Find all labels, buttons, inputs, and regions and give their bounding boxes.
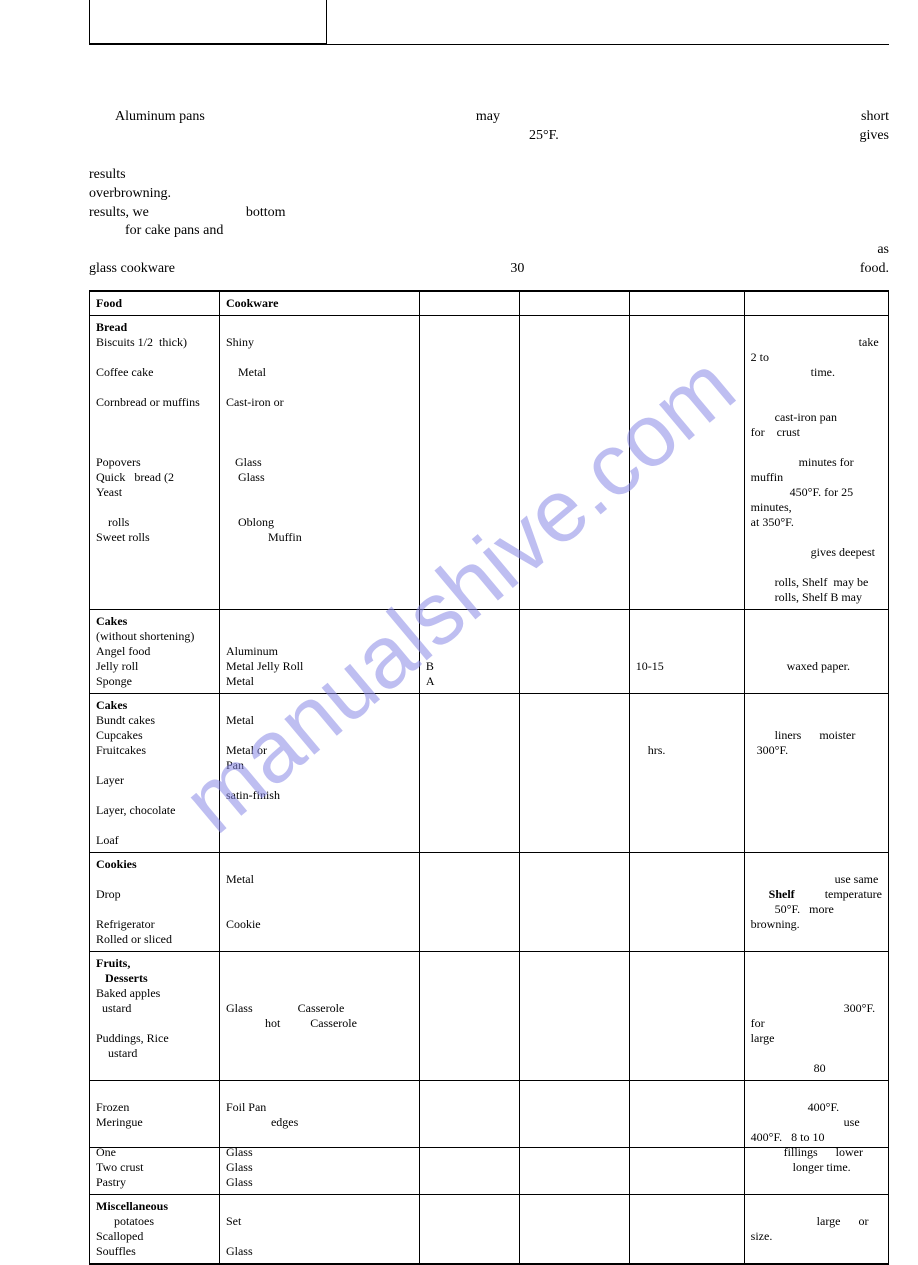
cell-c5: [629, 1195, 744, 1265]
cell-notes: liners moister 300°F.: [744, 694, 888, 853]
col-cookware: Cookware: [219, 291, 419, 316]
intro-frag: food.: [860, 260, 889, 279]
table-row: CookiesDropRefrigeratorRolled or slicedM…: [90, 853, 889, 952]
table-row: Miscellaneous potatoesScallopedSoufflesS…: [90, 1195, 889, 1265]
cell-cook: Shiny MetalCast-iron or Glass Glass Oblo…: [219, 316, 419, 610]
page: manualshive.com Aluminum pans may short …: [0, 0, 918, 1188]
col-4: [519, 291, 629, 316]
cell-c4: [519, 853, 629, 952]
table-row: BreadBiscuits 1/2 thick)Coffee cakeCornb…: [90, 316, 889, 610]
table-row: FrozenMeringueOneTwo crustPastryFoil Pan…: [90, 1081, 889, 1195]
intro-frag: 30: [510, 260, 524, 279]
cell-notes: 400°F. use400°F. 8 to 10 fillings lower …: [744, 1081, 888, 1195]
cell-c4: [519, 1081, 629, 1195]
cell-cook: MetalCookie: [219, 853, 419, 952]
cell-notes: waxed paper.: [744, 610, 888, 694]
table-row: Cakes(without shortening)Angel foodJelly…: [90, 610, 889, 694]
cell-c5: [629, 316, 744, 610]
cell-notes: large orsize.: [744, 1195, 888, 1265]
cell-food: FrozenMeringueOneTwo crustPastry: [90, 1081, 220, 1195]
baking-table: Food Cookware BreadBiscuits 1/2 thick)Co…: [89, 290, 889, 1265]
cell-c3: [419, 853, 519, 952]
cell-c3: BA: [419, 610, 519, 694]
intro-frag: overbrowning.: [89, 186, 171, 201]
cell-food: Fruits, DessertsBaked apples ustardPuddi…: [90, 952, 220, 1081]
cell-cook: MetalMetal orPansatin-finish: [219, 694, 419, 853]
cell-food: CookiesDropRefrigeratorRolled or sliced: [90, 853, 220, 952]
intro-frag: results, we: [89, 205, 149, 220]
intro-frag: results: [89, 167, 126, 182]
col-3: [419, 291, 519, 316]
intro-frag: as: [877, 241, 889, 260]
cell-c3: [419, 1195, 519, 1265]
cell-c5: [629, 1081, 744, 1195]
cell-c4: [519, 610, 629, 694]
col-5: [629, 291, 744, 316]
intro-frag: short: [861, 108, 889, 127]
cell-food: Miscellaneous potatoesScallopedSouffles: [90, 1195, 220, 1265]
cell-c4: [519, 694, 629, 853]
intro-frag: for cake pans and: [125, 223, 223, 238]
cell-c5: [629, 952, 744, 1081]
table-row: Fruits, DessertsBaked apples ustardPuddi…: [90, 952, 889, 1081]
bottom-rule: [89, 1147, 889, 1148]
cell-cook: AluminumMetal Jelly RollMetal: [219, 610, 419, 694]
cell-notes: take 2 to time. cast-iron pan for crust …: [744, 316, 888, 610]
intro-frag: may: [476, 108, 500, 127]
cell-c4: [519, 952, 629, 1081]
intro-frag: gives: [859, 127, 889, 146]
cell-c3: [419, 1081, 519, 1195]
cell-c3: [419, 316, 519, 610]
col-food: Food: [90, 291, 220, 316]
table-row: CakesBundt cakesCupcakesFruitcakesLayerL…: [90, 694, 889, 853]
intro-text: Aluminum pans may short 25°F. gives resu…: [89, 108, 889, 279]
cell-notes: use same Shelf temperature 50°F. more br…: [744, 853, 888, 952]
cell-c3: [419, 952, 519, 1081]
intro-frag: bottom: [246, 205, 286, 220]
cell-c4: [519, 316, 629, 610]
cell-cook: Foil Pan edgesGlassGlassGlass: [219, 1081, 419, 1195]
intro-frag: Aluminum pans: [115, 108, 205, 127]
cell-c3: [419, 694, 519, 853]
cell-food: Cakes(without shortening)Angel foodJelly…: [90, 610, 220, 694]
intro-frag: glass cookware: [89, 260, 175, 279]
cell-notes: 300°F. forlarge 80: [744, 952, 888, 1081]
col-notes: [744, 291, 888, 316]
header-box: [89, 0, 327, 44]
table-header-row: Food Cookware: [90, 291, 889, 316]
cell-cook: SetGlass: [219, 1195, 419, 1265]
cell-cook: Glass Casserole hot Casserole: [219, 952, 419, 1081]
cell-food: BreadBiscuits 1/2 thick)Coffee cakeCornb…: [90, 316, 220, 610]
cell-c5: hrs.: [629, 694, 744, 853]
cell-food: CakesBundt cakesCupcakesFruitcakesLayerL…: [90, 694, 220, 853]
cell-c5: [629, 853, 744, 952]
top-rule: [89, 44, 889, 45]
cell-c4: [519, 1195, 629, 1265]
cell-c5: 10-15: [629, 610, 744, 694]
intro-frag: 25°F.: [529, 127, 559, 146]
